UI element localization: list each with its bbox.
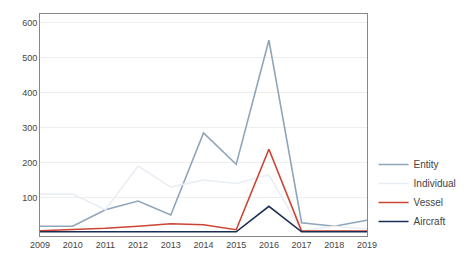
svg-text:2019: 2019 [357,240,377,250]
svg-text:2011: 2011 [96,240,115,250]
svg-text:2014: 2014 [193,240,213,250]
svg-text:2013: 2013 [161,240,181,250]
svg-text:2010: 2010 [63,240,83,250]
svg-text:2018: 2018 [324,240,344,250]
svg-text:600: 600 [22,18,37,28]
svg-text:300: 300 [22,123,37,133]
svg-text:Aircraft: Aircraft [414,216,446,227]
svg-text:500: 500 [22,53,37,63]
svg-text:2016: 2016 [259,240,279,250]
svg-text:2012: 2012 [128,240,148,250]
svg-text:2017: 2017 [292,240,312,250]
svg-text:2009: 2009 [30,240,50,250]
svg-text:100: 100 [22,193,37,203]
svg-text:400: 400 [22,88,37,98]
svg-text:2015: 2015 [226,240,246,250]
svg-text:Vessel: Vessel [414,197,443,208]
svg-text:Individual: Individual [414,178,456,189]
svg-text:Entity: Entity [414,159,439,170]
svg-text:200: 200 [22,158,37,168]
